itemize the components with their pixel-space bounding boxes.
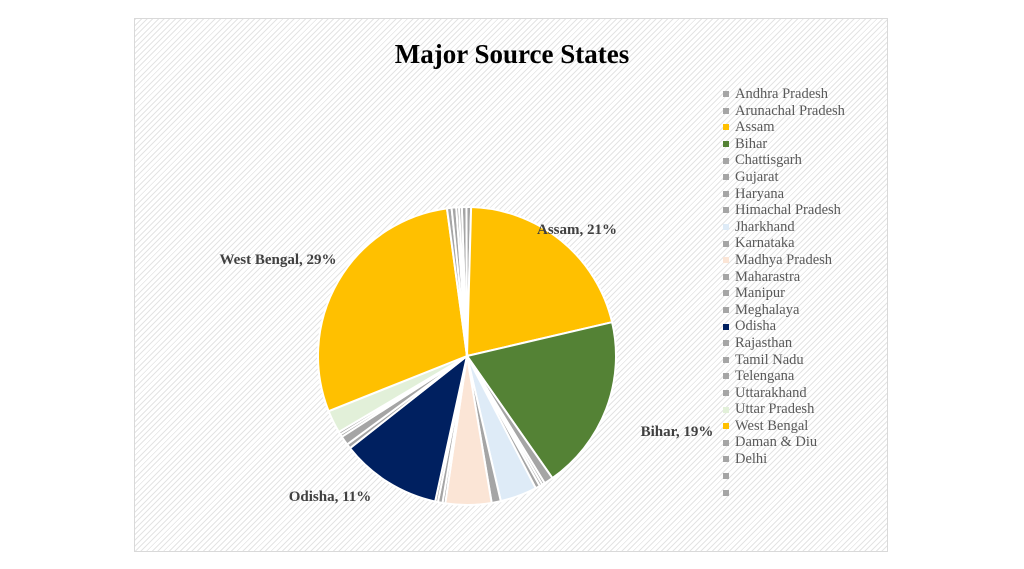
legend-swatch	[723, 340, 729, 347]
legend-item-tamil-nadu: Tamil Nadu	[723, 352, 845, 369]
legend-item-gujarat: Gujarat	[723, 169, 845, 186]
legend-item-meghalaya: Meghalaya	[723, 302, 845, 319]
legend-label: Manipur	[735, 285, 785, 302]
legend-swatch	[723, 472, 729, 479]
legend-swatch	[723, 489, 729, 496]
legend-label: Telengana	[735, 368, 795, 385]
legend-label: Assam	[735, 119, 775, 136]
legend-label: Jharkhand	[735, 218, 795, 235]
legend-swatch	[723, 91, 729, 98]
data-label-bihar: Bihar, 19%	[641, 424, 714, 440]
legend-swatch	[723, 157, 729, 164]
pie-slice-unlabeled-24	[457, 206, 468, 357]
legend-label: Chattisgarh	[735, 152, 802, 169]
pie-slice-bihar	[465, 320, 617, 480]
legend-label: Arunachal Pradesh	[735, 102, 845, 119]
legend-swatch	[723, 323, 729, 330]
legend-swatch	[723, 207, 729, 214]
legend-item-west-bengal: West Bengal	[723, 418, 845, 435]
pie-slice-west-bengal	[317, 207, 469, 413]
legend-item-odisha: Odisha	[723, 318, 845, 335]
legend-label: Daman & Diu	[735, 434, 818, 451]
legend-label: Rajasthan	[735, 334, 793, 351]
legend-item-unlabeled-23	[723, 468, 845, 485]
legend-item-jharkhand: Jharkhand	[723, 219, 845, 236]
data-label-assam: Assam, 21%	[537, 222, 617, 238]
legend-item-uttar-pradesh: Uttar Pradesh	[723, 401, 845, 418]
legend-swatch	[723, 439, 729, 446]
legend-swatch	[723, 273, 729, 280]
legend-item-haryana: Haryana	[723, 186, 845, 203]
legend-swatch	[723, 190, 729, 197]
legend-item-karnataka: Karnataka	[723, 235, 845, 252]
legend-label: Madhya Pradesh	[735, 251, 833, 268]
legend-label: Maharastra	[735, 268, 801, 285]
legend-swatch	[723, 257, 729, 264]
legend-item-himachal-pradesh: Himachal Pradesh	[723, 202, 845, 219]
legend-label: Meghalaya	[735, 301, 800, 318]
chart-title: Major Source States	[394, 39, 630, 69]
legend-swatch	[723, 423, 729, 430]
legend: Andhra Pradesh Arunachal Pradesh Assam Biha…	[723, 86, 845, 501]
legend-item-arunachal-pradesh: Arunachal Pradesh	[723, 103, 845, 120]
legend-label: Gujarat	[735, 168, 779, 185]
legend-label: Bihar	[735, 135, 768, 152]
legend-swatch	[723, 373, 729, 380]
legend-item-madhya-pradesh: Madhya Pradesh	[723, 252, 845, 269]
legend-item-uttarakhand: Uttarakhand	[723, 385, 845, 402]
legend-swatch	[723, 406, 729, 413]
legend-swatch	[723, 224, 729, 231]
legend-label: Himachal Pradesh	[735, 202, 841, 219]
legend-label: Tamil Nadu	[735, 351, 804, 368]
data-label-west-bengal: West Bengal, 29%	[219, 252, 336, 268]
legend-item-bihar: Bihar	[723, 136, 845, 153]
pie-slice-assam	[465, 206, 614, 358]
legend-swatch	[723, 124, 729, 131]
legend-item-chattisgarh: Chattisgarh	[723, 152, 845, 169]
legend-label: Andhra Pradesh	[735, 86, 829, 102]
pie-chart: Assam, 21% Bihar, 19% Odisha, 11% West Beng…	[219, 205, 714, 506]
pie-slice-odisha	[348, 353, 469, 503]
legend-item-andhra-pradesh: Andhra Pradesh	[723, 86, 845, 103]
legend-item-telengana: Telengana	[723, 368, 845, 385]
legend-label: Karnataka	[735, 235, 795, 252]
legend-item-unlabeled-24	[723, 484, 845, 501]
legend-item-daman-and-diu: Daman & Diu	[723, 434, 845, 451]
legend-swatch	[723, 456, 729, 463]
data-label-odisha: Odisha, 11%	[289, 489, 372, 505]
legend-swatch	[723, 107, 729, 114]
legend-item-delhi: Delhi	[723, 451, 845, 468]
legend-item-assam: Assam	[723, 119, 845, 136]
legend-item-rajasthan: Rajasthan	[723, 335, 845, 352]
legend-label: Uttar Pradesh	[735, 401, 815, 418]
legend-label: West Bengal	[735, 417, 809, 434]
legend-label: Odisha	[735, 318, 777, 335]
legend-swatch	[723, 307, 729, 314]
legend-swatch	[723, 290, 729, 297]
legend-label: Delhi	[735, 451, 768, 468]
chart-area: Major Source States Assam, 21% Bihar, 19%…	[134, 18, 888, 552]
legend-label: Haryana	[735, 185, 785, 202]
legend-swatch	[723, 356, 729, 363]
legend-label: Uttarakhand	[735, 384, 807, 401]
legend-swatch	[723, 389, 729, 396]
legend-swatch	[723, 174, 729, 181]
legend-item-maharastra: Maharastra	[723, 269, 845, 286]
legend-swatch	[723, 240, 729, 247]
legend-swatch	[723, 141, 729, 148]
legend-item-manipur: Manipur	[723, 285, 845, 302]
